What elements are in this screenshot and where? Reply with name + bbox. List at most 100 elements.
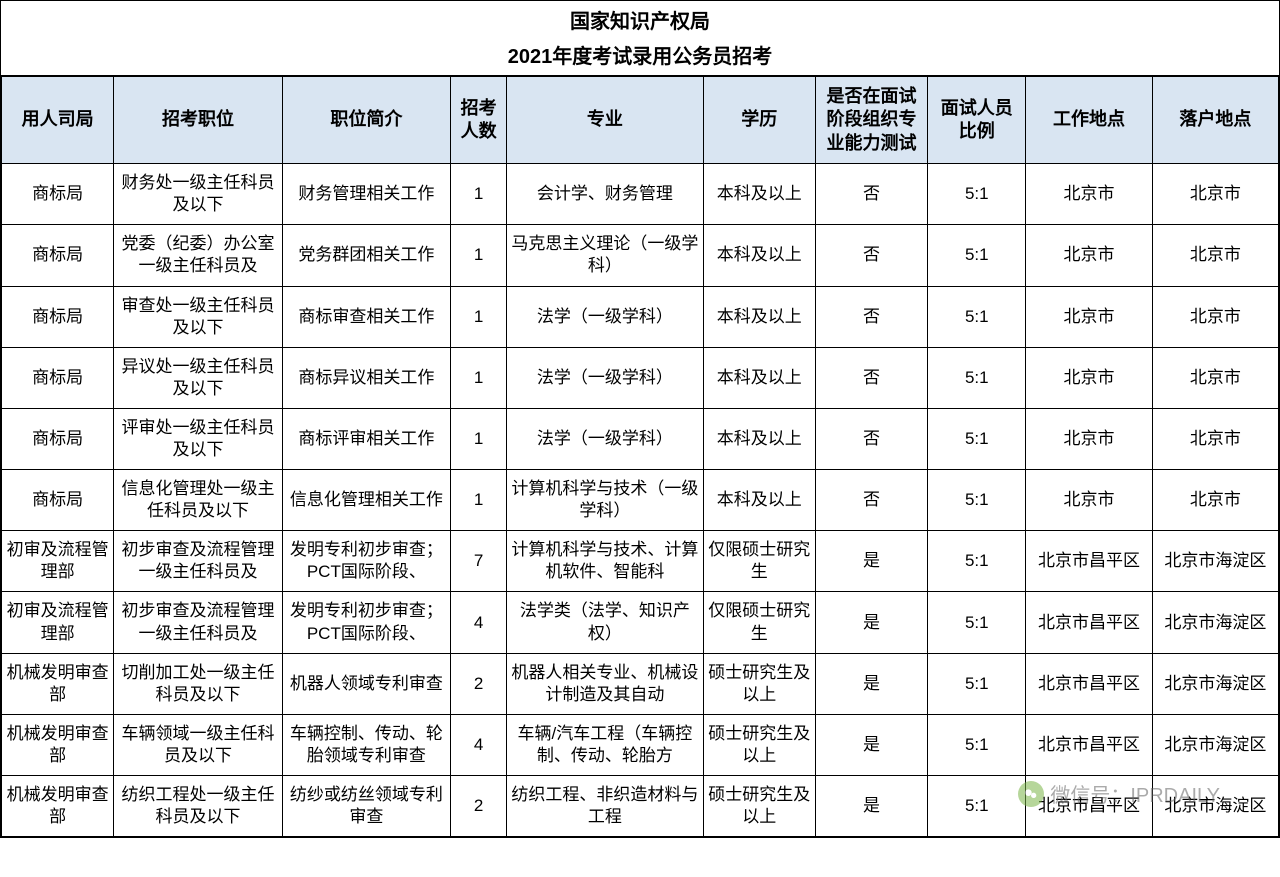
table-cell: 是 bbox=[815, 531, 927, 592]
table-cell: 纺织工程处一级主任科员及以下 bbox=[114, 776, 282, 837]
table-cell: 1 bbox=[451, 225, 507, 286]
table-row: 初审及流程管理部初步审查及流程管理一级主任科员及发明专利初步审查；PCT国际阶段… bbox=[2, 531, 1279, 592]
recruitment-table: 用人司局 招考职位 职位简介 招考人数 专业 学历 是否在面试阶段组织专业能力测… bbox=[1, 76, 1279, 837]
col-header-description: 职位简介 bbox=[282, 77, 450, 164]
recruitment-table-container: 国家知识产权局 2021年度考试录用公务员招考 用人司局 招考职位 职位简介 招… bbox=[0, 0, 1280, 838]
table-cell: 4 bbox=[451, 592, 507, 653]
table-cell: 初步审查及流程管理一级主任科员及 bbox=[114, 592, 282, 653]
table-cell: 1 bbox=[451, 286, 507, 347]
col-header-residence-location: 落户地点 bbox=[1152, 77, 1278, 164]
table-cell: 北京市 bbox=[1152, 286, 1278, 347]
table-cell: 法学（一级学科） bbox=[507, 286, 703, 347]
table-cell: 计算机科学与技术、计算机软件、智能科 bbox=[507, 531, 703, 592]
table-cell: 财务处一级主任科员及以下 bbox=[114, 164, 282, 225]
table-cell: 1 bbox=[451, 347, 507, 408]
table-row: 机械发明审查部车辆领域一级主任科员及以下车辆控制、传动、轮胎领域专利审查4车辆/… bbox=[2, 714, 1279, 775]
col-header-count: 招考人数 bbox=[451, 77, 507, 164]
table-cell: 5:1 bbox=[928, 531, 1026, 592]
watermark: 微信号：IPRDAILY bbox=[1018, 779, 1220, 808]
table-cell: 仅限硕士研究生 bbox=[703, 531, 815, 592]
table-cell: 机械发明审查部 bbox=[2, 776, 114, 837]
table-row: 商标局信息化管理处一级主任科员及以下信息化管理相关工作1计算机科学与技术（一级学… bbox=[2, 470, 1279, 531]
table-cell: 否 bbox=[815, 225, 927, 286]
table-cell: 本科及以上 bbox=[703, 408, 815, 469]
table-cell: 北京市昌平区 bbox=[1026, 653, 1152, 714]
table-cell: 2 bbox=[451, 653, 507, 714]
table-cell: 4 bbox=[451, 714, 507, 775]
table-cell: 异议处一级主任科员及以下 bbox=[114, 347, 282, 408]
table-cell: 是 bbox=[815, 714, 927, 775]
table-cell: 5:1 bbox=[928, 286, 1026, 347]
table-row: 商标局评审处一级主任科员及以下商标评审相关工作1法学（一级学科）本科及以上否5:… bbox=[2, 408, 1279, 469]
table-cell: 审查处一级主任科员及以下 bbox=[114, 286, 282, 347]
table-row: 商标局异议处一级主任科员及以下商标异议相关工作1法学（一级学科）本科及以上否5:… bbox=[2, 347, 1279, 408]
table-cell: 1 bbox=[451, 164, 507, 225]
col-header-interview-test: 是否在面试阶段组织专业能力测试 bbox=[815, 77, 927, 164]
col-header-position: 招考职位 bbox=[114, 77, 282, 164]
table-cell: 切削加工处一级主任科员及以下 bbox=[114, 653, 282, 714]
table-cell: 5:1 bbox=[928, 714, 1026, 775]
col-header-work-location: 工作地点 bbox=[1026, 77, 1152, 164]
table-cell: 5:1 bbox=[928, 225, 1026, 286]
table-cell: 法学类（法学、知识产权） bbox=[507, 592, 703, 653]
table-cell: 5:1 bbox=[928, 653, 1026, 714]
table-cell: 北京市 bbox=[1026, 347, 1152, 408]
table-subtitle: 2021年度考试录用公务员招考 bbox=[1, 38, 1279, 76]
table-cell: 车辆/汽车工程（车辆控制、传动、轮胎方 bbox=[507, 714, 703, 775]
table-cell: 北京市 bbox=[1026, 408, 1152, 469]
table-cell: 2 bbox=[451, 776, 507, 837]
table-cell: 马克思主义理论（一级学科） bbox=[507, 225, 703, 286]
table-cell: 北京市 bbox=[1152, 225, 1278, 286]
table-cell: 5:1 bbox=[928, 347, 1026, 408]
table-cell: 初步审查及流程管理一级主任科员及 bbox=[114, 531, 282, 592]
table-body: 商标局财务处一级主任科员及以下财务管理相关工作1会计学、财务管理本科及以上否5:… bbox=[2, 164, 1279, 837]
table-cell: 本科及以上 bbox=[703, 225, 815, 286]
table-cell: 北京市 bbox=[1026, 225, 1152, 286]
table-cell: 商标局 bbox=[2, 164, 114, 225]
table-cell: 北京市海淀区 bbox=[1152, 531, 1278, 592]
table-cell: 商标局 bbox=[2, 470, 114, 531]
table-cell: 北京市 bbox=[1152, 408, 1278, 469]
table-cell: 发明专利初步审查；PCT国际阶段、 bbox=[282, 531, 450, 592]
table-cell: 否 bbox=[815, 470, 927, 531]
table-row: 初审及流程管理部初步审查及流程管理一级主任科员及发明专利初步审查；PCT国际阶段… bbox=[2, 592, 1279, 653]
table-cell: 机器人相关专业、机械设计制造及其自动 bbox=[507, 653, 703, 714]
table-cell: 5:1 bbox=[928, 164, 1026, 225]
table-cell: 法学（一级学科） bbox=[507, 347, 703, 408]
table-cell: 商标评审相关工作 bbox=[282, 408, 450, 469]
table-cell: 1 bbox=[451, 470, 507, 531]
table-cell: 商标局 bbox=[2, 347, 114, 408]
table-cell: 5:1 bbox=[928, 470, 1026, 531]
table-cell: 北京市昌平区 bbox=[1026, 592, 1152, 653]
table-cell: 党务群团相关工作 bbox=[282, 225, 450, 286]
table-cell: 会计学、财务管理 bbox=[507, 164, 703, 225]
table-cell: 信息化管理相关工作 bbox=[282, 470, 450, 531]
table-cell: 发明专利初步审查；PCT国际阶段、 bbox=[282, 592, 450, 653]
table-cell: 北京市昌平区 bbox=[1026, 531, 1152, 592]
table-cell: 机械发明审查部 bbox=[2, 653, 114, 714]
table-title: 国家知识产权局 bbox=[1, 1, 1279, 38]
table-cell: 商标局 bbox=[2, 225, 114, 286]
table-cell: 初审及流程管理部 bbox=[2, 531, 114, 592]
col-header-education: 学历 bbox=[703, 77, 815, 164]
watermark-text: 微信号：IPRDAILY bbox=[1050, 779, 1220, 808]
col-header-interview-ratio: 面试人员比例 bbox=[928, 77, 1026, 164]
table-cell: 硕士研究生及以上 bbox=[703, 776, 815, 837]
table-cell: 1 bbox=[451, 408, 507, 469]
table-cell: 是 bbox=[815, 592, 927, 653]
col-header-major: 专业 bbox=[507, 77, 703, 164]
table-cell: 北京市 bbox=[1152, 347, 1278, 408]
table-cell: 否 bbox=[815, 408, 927, 469]
table-cell: 计算机科学与技术（一级学科） bbox=[507, 470, 703, 531]
table-row: 商标局党委（纪委）办公室一级主任科员及党务群团相关工作1马克思主义理论（一级学科… bbox=[2, 225, 1279, 286]
table-cell: 纺纱或纺丝领域专利审查 bbox=[282, 776, 450, 837]
table-cell: 评审处一级主任科员及以下 bbox=[114, 408, 282, 469]
table-cell: 5:1 bbox=[928, 408, 1026, 469]
table-cell: 北京市 bbox=[1152, 164, 1278, 225]
table-cell: 是 bbox=[815, 776, 927, 837]
table-cell: 本科及以上 bbox=[703, 286, 815, 347]
table-cell: 车辆控制、传动、轮胎领域专利审查 bbox=[282, 714, 450, 775]
table-row: 机械发明审查部切削加工处一级主任科员及以下机器人领域专利审查2机器人相关专业、机… bbox=[2, 653, 1279, 714]
table-cell: 车辆领域一级主任科员及以下 bbox=[114, 714, 282, 775]
table-cell: 否 bbox=[815, 347, 927, 408]
